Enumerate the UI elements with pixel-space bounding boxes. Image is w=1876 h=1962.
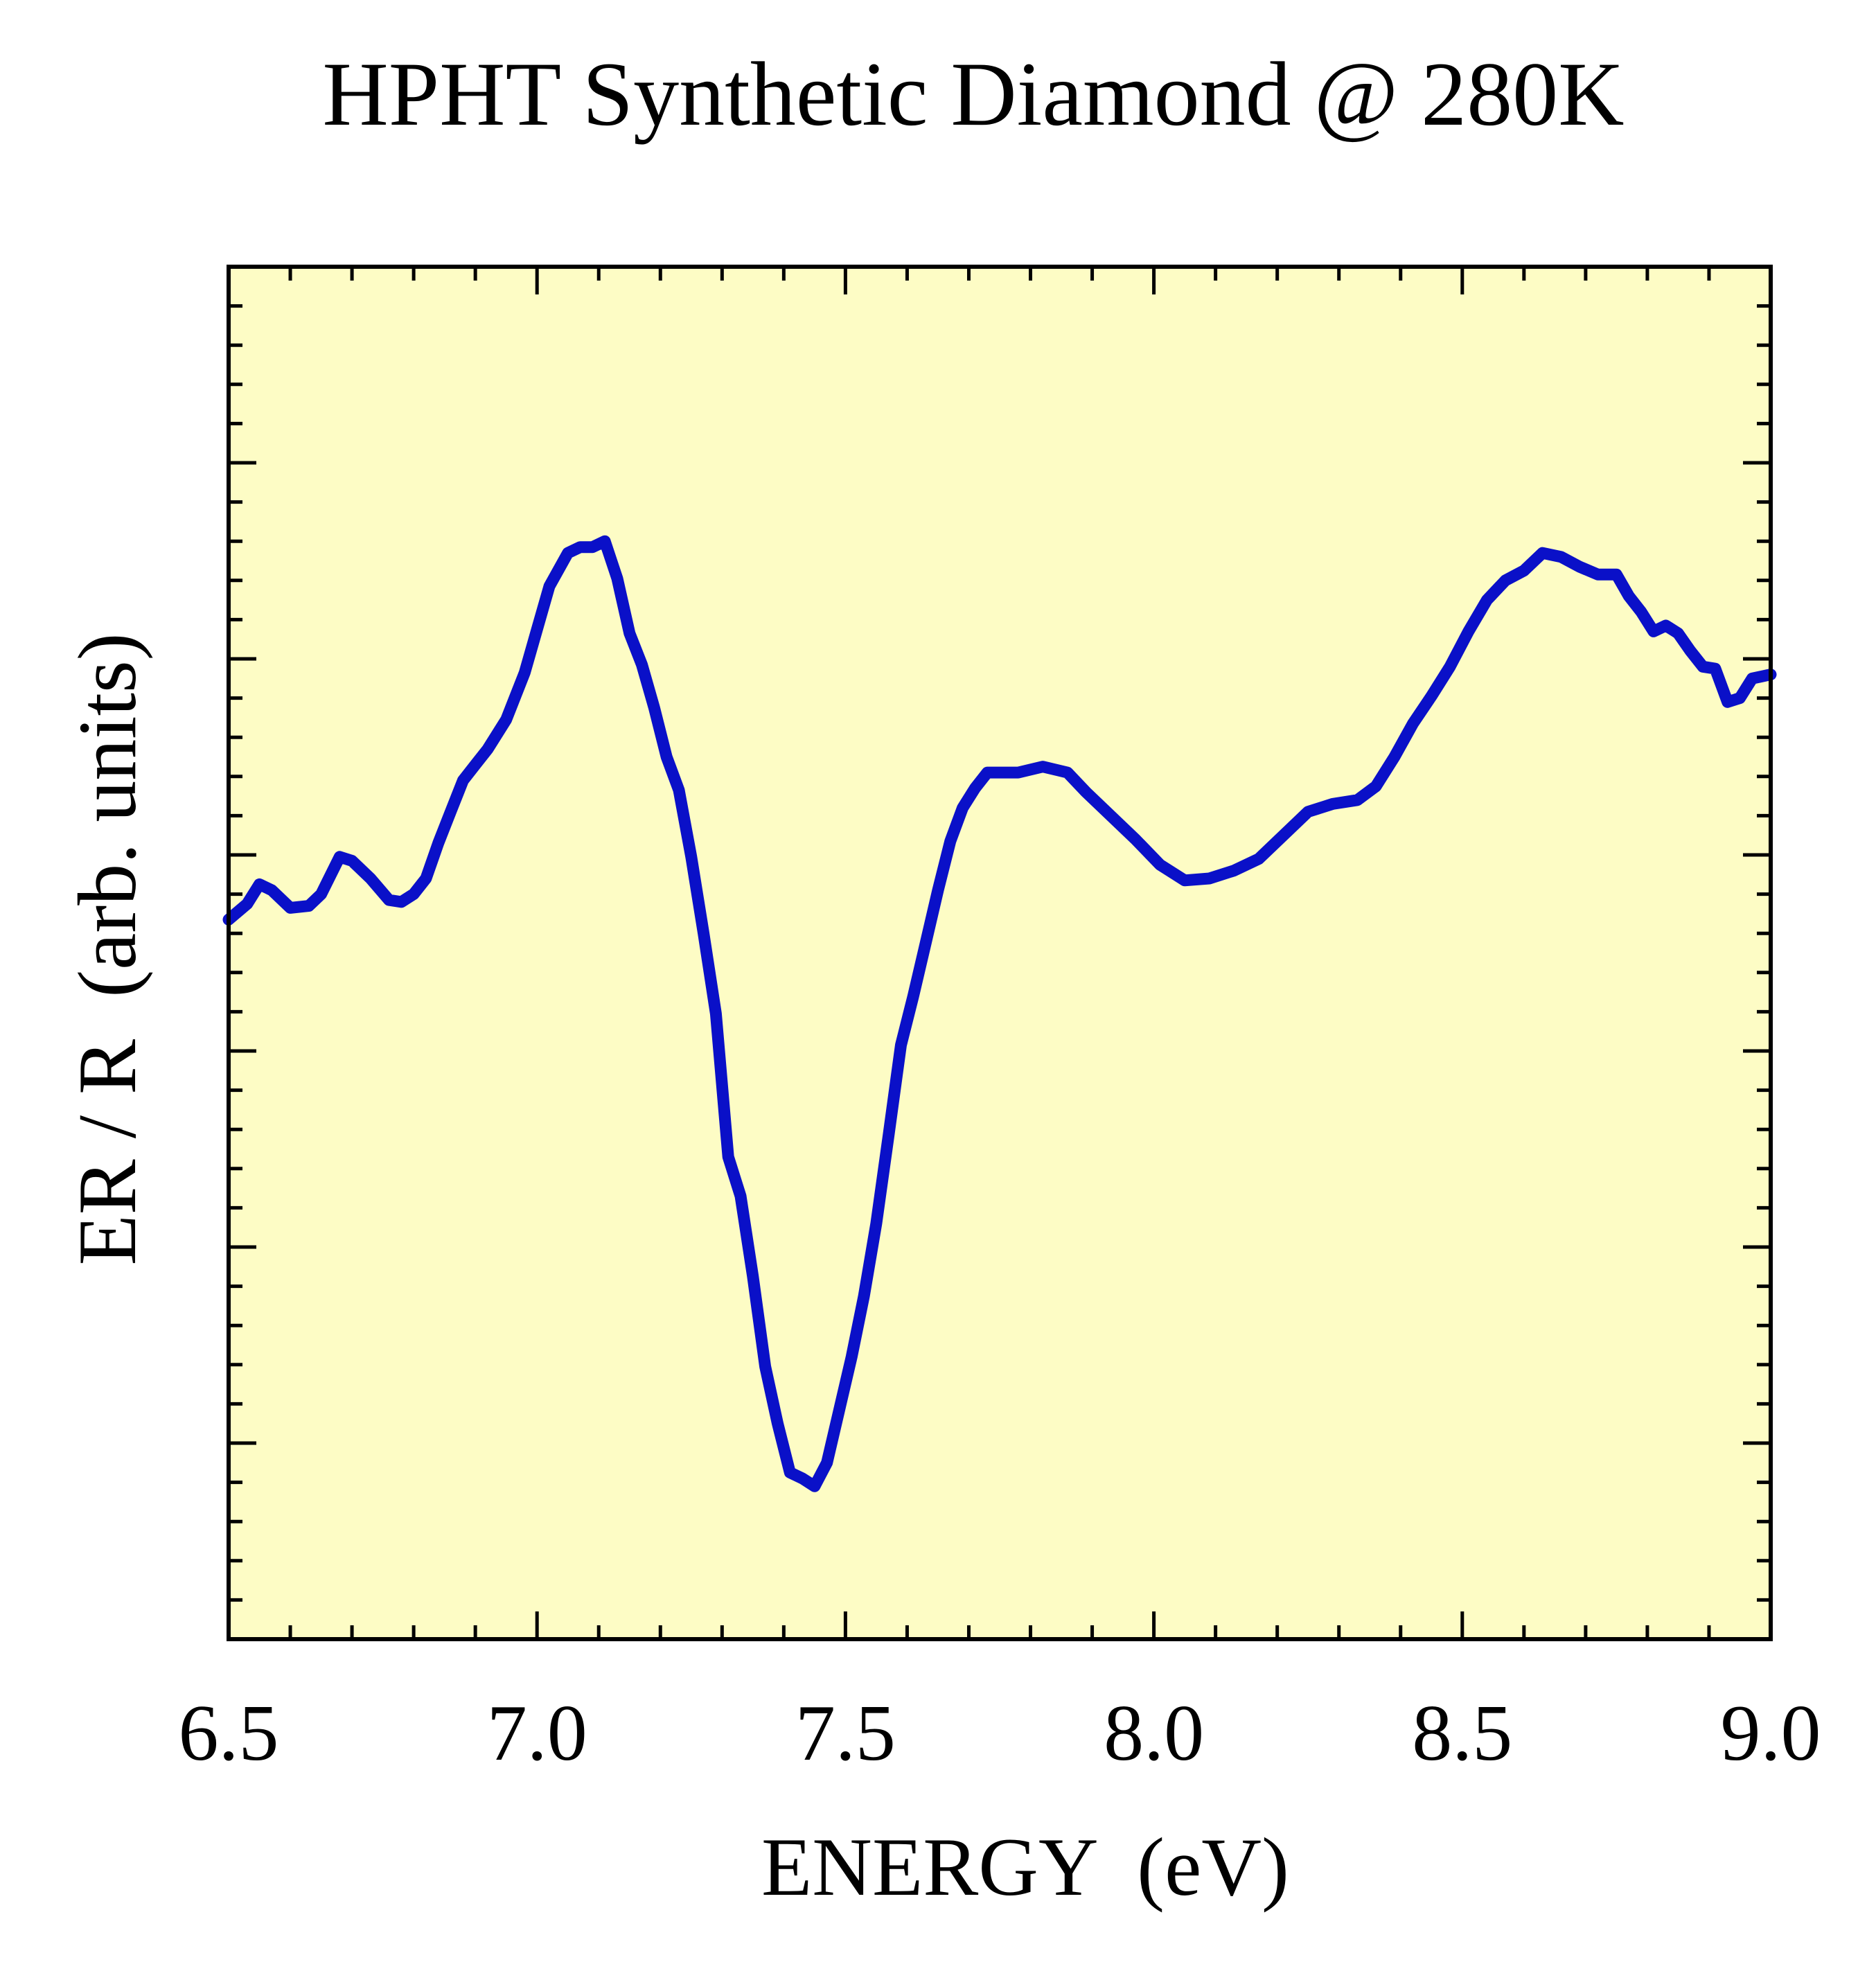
chart-title: HPHT Synthetic Diamond @ 280K xyxy=(322,43,1624,145)
x-axis-label: ENERGY (eV) xyxy=(761,1821,1289,1913)
x-tick-label: 8.5 xyxy=(1412,1689,1512,1778)
x-tick-label: 9.0 xyxy=(1721,1689,1821,1778)
y-axis-label: ER / R (arb. units) xyxy=(61,633,153,1265)
plot-area xyxy=(229,267,1771,1639)
x-tick-label: 8.0 xyxy=(1104,1689,1204,1778)
x-tick-labels: 6.5 7.0 7.5 8.0 8.5 9.0 xyxy=(179,1689,1821,1778)
axis-ticks xyxy=(227,265,1773,1641)
plot-frame xyxy=(227,265,1773,1641)
x-tick-label: 7.5 xyxy=(795,1689,896,1778)
series-line xyxy=(222,535,1777,1492)
x-tick-label: 6.5 xyxy=(179,1689,279,1778)
x-tick-label: 7.0 xyxy=(487,1689,587,1778)
